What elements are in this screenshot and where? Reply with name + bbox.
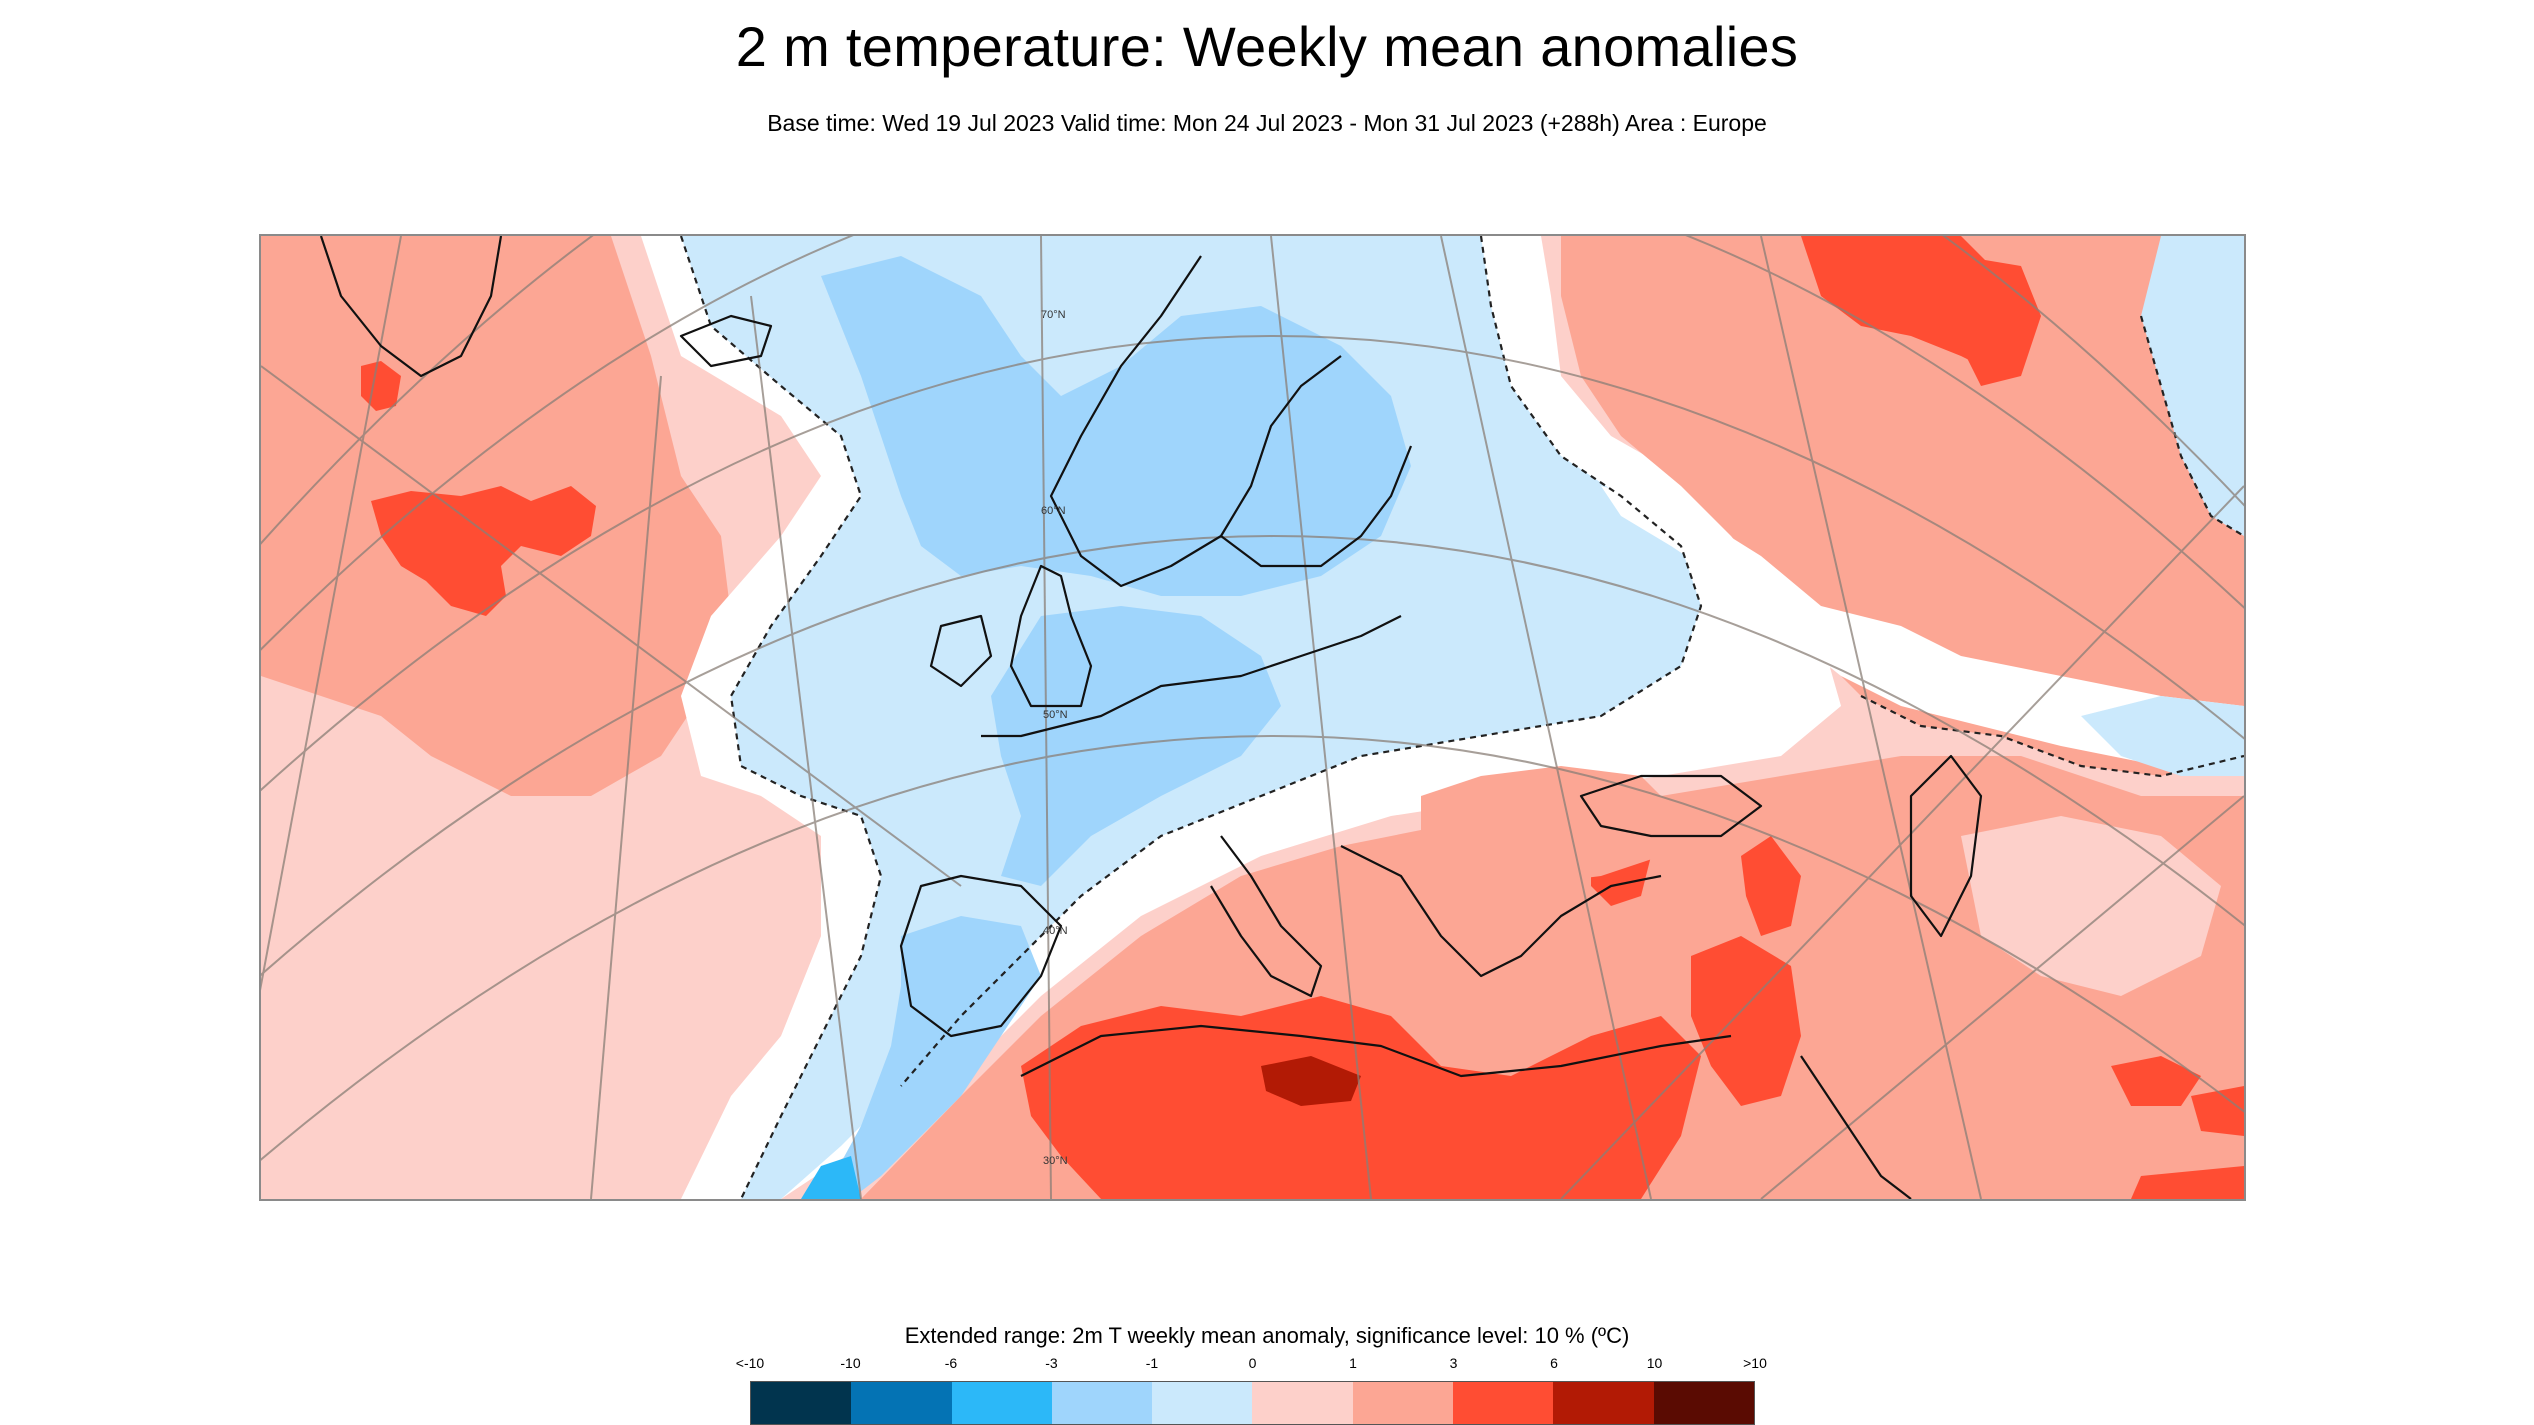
iran-hot-spot-2 bbox=[2191, 1086, 2244, 1136]
black-sea-coast bbox=[1579, 774, 1763, 838]
legend-swatch bbox=[1453, 1382, 1554, 1424]
arabia-hot-spot bbox=[2131, 1166, 2244, 1199]
legend-swatch bbox=[1653, 1382, 1754, 1424]
map-canvas: 70°N 60°N 50°N 40°N 30°N bbox=[261, 236, 2244, 1199]
italy-coast bbox=[1210, 835, 1323, 998]
cool-region-north bbox=[821, 256, 1411, 596]
caspian-coast bbox=[1909, 754, 1983, 938]
ireland-coast bbox=[929, 614, 993, 688]
latitude-label: 30°N bbox=[1043, 1155, 1068, 1167]
far-east-cool-south bbox=[2081, 696, 2244, 776]
legend-tick-label: -3 bbox=[1045, 1355, 1058, 1371]
britain-coast bbox=[1009, 564, 1093, 708]
middle-east-slight-warm bbox=[1961, 816, 2221, 996]
latitude-label: 40°N bbox=[1043, 925, 1068, 937]
legend-swatch bbox=[1051, 1382, 1153, 1424]
sahara-very-hot-spot bbox=[1261, 1056, 1361, 1106]
anomaly-map[interactable]: 70°N 60°N 50°N 40°N 30°N bbox=[259, 234, 2246, 1201]
coastlines bbox=[319, 236, 1983, 1199]
ural-hot-spot bbox=[1961, 256, 2041, 386]
legend-tick-label: 3 bbox=[1449, 1355, 1458, 1371]
legend-tick-label: 10 bbox=[1646, 1355, 1663, 1371]
latitude-labels: 70°N 60°N 50°N 40°N 30°N bbox=[1041, 309, 1068, 1167]
greenland-coast bbox=[319, 236, 503, 378]
iceland-coast bbox=[679, 314, 773, 368]
latitude-label: 60°N bbox=[1041, 505, 1066, 517]
legend-swatch bbox=[951, 1382, 1052, 1424]
legend-tick-label: 0 bbox=[1248, 1355, 1257, 1371]
iran-hot-spot bbox=[2111, 1056, 2201, 1106]
legend-swatch bbox=[1252, 1382, 1353, 1424]
far-east-cool-region bbox=[2141, 236, 2244, 536]
neutral-east-band bbox=[1601, 486, 2244, 766]
scandinavia-coast bbox=[1049, 255, 1342, 588]
legend-tick-label: 6 bbox=[1550, 1355, 1558, 1371]
legend-ticks: <-10 -10 -6 -3 -1 0 1 3 6 10 >10 bbox=[736, 1355, 1767, 1381]
iberia-coast bbox=[899, 874, 1063, 1038]
legend-swatch bbox=[1152, 1382, 1253, 1424]
latitude-label: 70°N bbox=[1041, 309, 1066, 321]
legend-swatch bbox=[851, 1382, 952, 1424]
legend-swatch bbox=[751, 1382, 852, 1424]
legend-tick-label: 1 bbox=[1349, 1355, 1357, 1371]
cool-region-iberia bbox=[821, 916, 1041, 1199]
significance-contours bbox=[679, 236, 2244, 1199]
legend-tick-label: -1 bbox=[1145, 1355, 1159, 1371]
baltic-coast bbox=[1220, 445, 1413, 568]
color-legend: <-10 -10 -6 -3 -1 0 1 3 6 10 >10 bbox=[736, 1355, 1767, 1425]
legend-swatch bbox=[1553, 1382, 1654, 1424]
legend-tick-label: -6 bbox=[944, 1355, 958, 1371]
chart-title: 2 m temperature: Weekly mean anomalies bbox=[735, 15, 1799, 78]
balkan-warm-region bbox=[1421, 766, 1681, 886]
north-africa-coast bbox=[1020, 1024, 1732, 1078]
atlantic-hot-spot bbox=[371, 486, 596, 616]
red-sea-coast bbox=[1800, 1055, 1912, 1199]
chart-subtitle: Base time: Wed 19 Jul 2023 Valid time: M… bbox=[767, 110, 1767, 136]
legend-tick-label: >10 bbox=[1743, 1355, 1767, 1371]
levant-hot-spot bbox=[1741, 836, 1801, 936]
legend-swatch bbox=[1352, 1382, 1454, 1424]
graticule bbox=[261, 236, 2244, 1199]
legend-color-bar bbox=[750, 1381, 1755, 1425]
continent-coast bbox=[981, 615, 1402, 738]
cool-region-central bbox=[991, 606, 1281, 886]
legend-tick-label: <-10 bbox=[735, 1355, 765, 1371]
balkan-coast bbox=[1340, 845, 1662, 978]
legend-tick-label: -10 bbox=[840, 1355, 861, 1371]
strong-cool-spot bbox=[801, 1156, 861, 1199]
greenland-warm-region bbox=[261, 236, 491, 366]
legend-title: Extended range: 2m T weekly mean anomaly… bbox=[904, 1323, 1630, 1348]
latitude-label: 50°N bbox=[1043, 709, 1068, 721]
